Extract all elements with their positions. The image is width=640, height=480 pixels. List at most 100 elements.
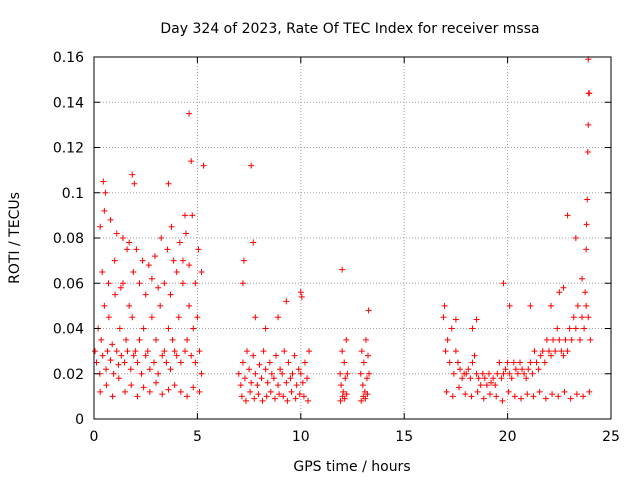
- data-point: [263, 393, 270, 400]
- data-point: [117, 284, 124, 291]
- data-point: [562, 336, 569, 343]
- data-point: [251, 395, 258, 402]
- data-point: [449, 393, 456, 400]
- data-point: [291, 352, 298, 359]
- data-point: [339, 348, 346, 355]
- data-point: [572, 235, 579, 241]
- data-point: [337, 397, 344, 404]
- data-point: [107, 216, 114, 223]
- data-point: [448, 325, 455, 332]
- data-point: [552, 348, 559, 355]
- data-point: [241, 375, 248, 382]
- data-point: [123, 336, 130, 343]
- x-axis-title: GPS time / hours: [293, 459, 410, 475]
- data-point: [442, 348, 449, 355]
- data-point: [444, 336, 451, 343]
- data-point: [337, 370, 344, 377]
- data-point: [184, 336, 191, 343]
- data-point: [524, 391, 531, 398]
- data-point: [465, 366, 472, 373]
- data-point: [192, 359, 199, 366]
- data-point: [181, 348, 188, 355]
- data-point: [343, 336, 350, 343]
- data-point: [110, 370, 117, 377]
- data-point: [564, 348, 571, 355]
- data-point: [157, 302, 164, 309]
- data-point: [134, 359, 141, 366]
- data-point: [118, 352, 125, 359]
- data-point: [259, 397, 266, 404]
- data-point: [342, 375, 349, 382]
- data-point: [164, 246, 171, 253]
- data-point: [97, 388, 104, 395]
- data-point: [508, 375, 515, 382]
- data-point: [133, 246, 140, 253]
- data-point: [496, 359, 503, 366]
- data-point: [573, 391, 580, 398]
- data-point: [554, 325, 561, 332]
- data-point: [121, 359, 128, 366]
- data-point: [198, 268, 205, 275]
- data-point: [270, 375, 277, 382]
- data-point: [112, 291, 119, 298]
- data-point: [124, 246, 131, 253]
- data-point: [144, 348, 151, 355]
- data-point: [584, 149, 591, 156]
- data-point: [525, 366, 532, 373]
- data-point: [480, 395, 487, 402]
- data-point: [167, 291, 174, 298]
- data-point: [512, 366, 519, 373]
- data-point: [469, 325, 476, 332]
- data-point: [556, 336, 563, 343]
- data-point: [584, 196, 591, 203]
- data-point: [276, 391, 283, 398]
- data-point: [188, 352, 195, 359]
- x-tick-label: 20: [499, 429, 517, 445]
- data-point: [362, 336, 369, 343]
- data-point: [506, 302, 513, 309]
- data-point: [289, 370, 296, 377]
- data-point: [159, 352, 166, 359]
- data-point: [474, 388, 481, 395]
- data-point: [558, 348, 565, 355]
- data-point: [343, 391, 350, 398]
- data-point: [299, 379, 306, 386]
- data-point: [102, 366, 109, 373]
- data-point: [560, 284, 567, 291]
- data-point: [126, 239, 133, 246]
- data-point: [97, 223, 104, 230]
- data-point: [285, 359, 292, 366]
- data-point: [283, 379, 290, 386]
- data-point: [463, 370, 470, 377]
- data-point: [500, 280, 507, 287]
- data-point: [161, 348, 168, 355]
- data-point: [181, 212, 188, 219]
- data-point: [262, 325, 269, 332]
- data-point: [467, 375, 474, 382]
- data-point: [545, 348, 552, 355]
- data-point: [459, 375, 466, 382]
- data-point: [443, 388, 450, 395]
- data-point: [479, 370, 486, 377]
- data-point: [365, 352, 372, 359]
- data-point: [139, 257, 146, 264]
- data-point: [171, 382, 178, 389]
- data-point: [485, 370, 492, 377]
- data-point: [279, 370, 286, 377]
- data-point: [454, 359, 461, 366]
- data-point: [104, 348, 111, 355]
- data-point: [275, 314, 282, 321]
- data-point: [457, 366, 464, 373]
- data-point: [452, 316, 459, 323]
- data-point: [127, 366, 134, 373]
- data-point: [184, 393, 191, 400]
- data-point: [280, 393, 287, 400]
- data-point: [99, 268, 106, 275]
- data-point: [165, 386, 172, 393]
- x-tick-label: 0: [90, 429, 99, 445]
- data-point: [272, 352, 279, 359]
- data-point: [297, 289, 304, 296]
- data-point: [239, 280, 246, 287]
- data-point: [533, 359, 540, 366]
- data-point: [574, 302, 581, 309]
